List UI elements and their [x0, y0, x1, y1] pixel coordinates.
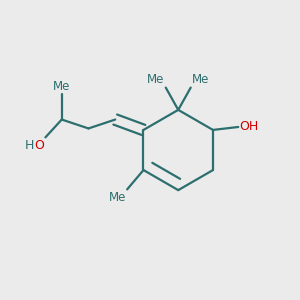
- Text: Me: Me: [53, 80, 70, 93]
- Text: H: H: [25, 139, 34, 152]
- Text: Me: Me: [147, 73, 164, 86]
- Text: O: O: [34, 139, 44, 152]
- Text: Me: Me: [192, 73, 210, 86]
- Text: Me: Me: [109, 191, 126, 204]
- Text: OH: OH: [240, 121, 259, 134]
